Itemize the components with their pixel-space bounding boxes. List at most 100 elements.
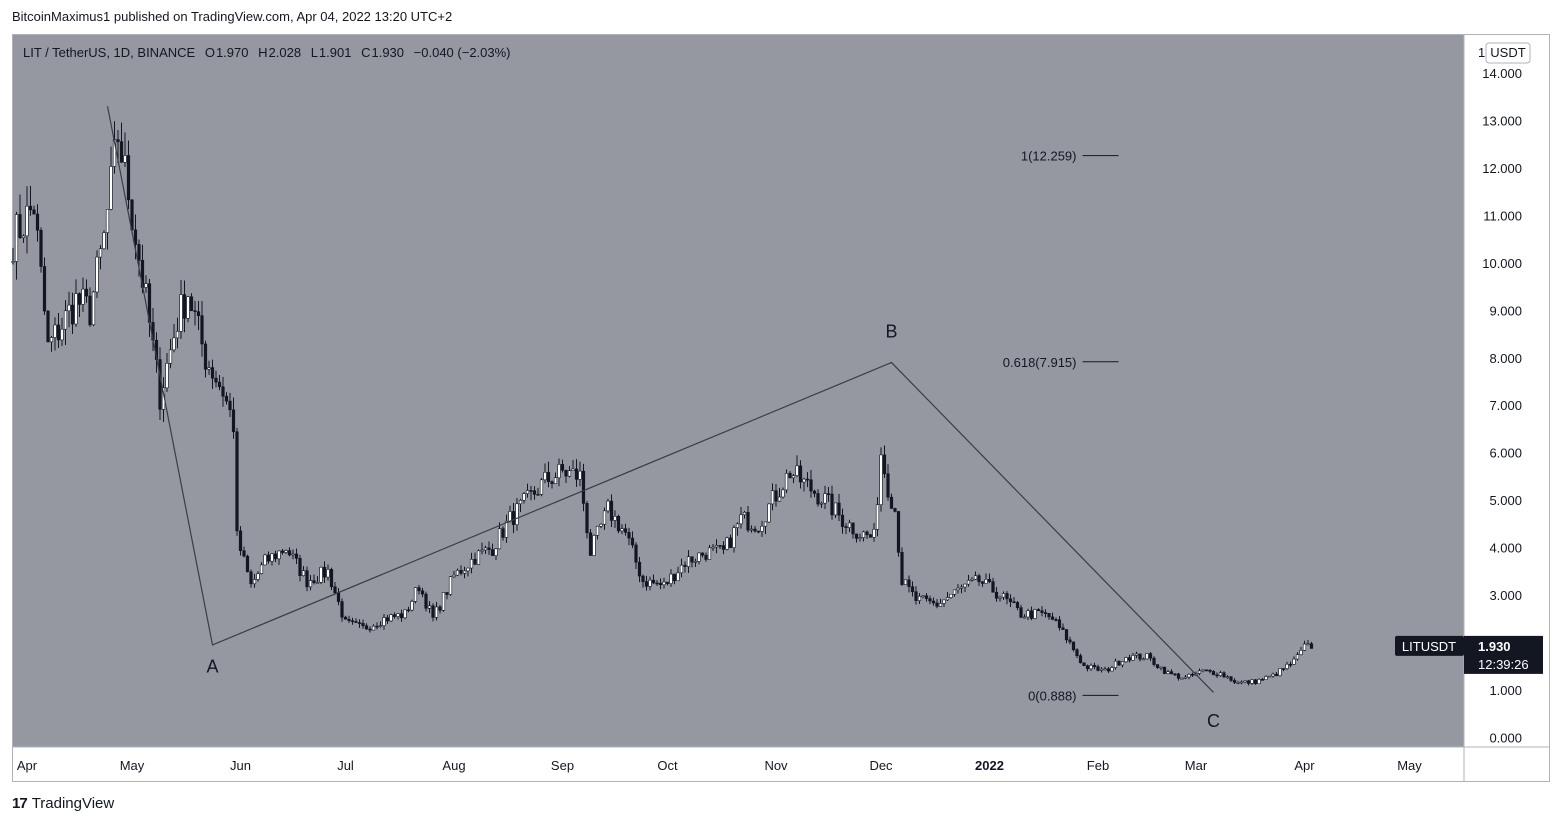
candle-body — [1264, 676, 1268, 681]
low-label: L — [310, 45, 318, 60]
candle-body — [137, 244, 141, 261]
candle-body — [788, 472, 792, 479]
tradingview-brand[interactable]: 17 TradingView — [12, 795, 114, 812]
candle-body — [567, 470, 572, 477]
candle-body — [455, 569, 460, 576]
candle-body — [263, 554, 267, 566]
candle-body — [928, 598, 932, 602]
fib-level-label: 0(0.888) — [1028, 688, 1076, 703]
candle-body — [742, 512, 747, 516]
candle-body — [1022, 616, 1027, 619]
candle-body — [942, 599, 946, 604]
last-price-tag[interactable]: LITUSDT 1.930 12:39:26 — [1395, 635, 1543, 674]
candle-body — [70, 304, 75, 325]
symbol-legend[interactable]: LIT / TetherUS, 1D, BINANCE O1.970 H2.02… — [23, 45, 511, 60]
candle-body — [903, 579, 908, 585]
candle-body — [266, 554, 271, 562]
currency-indicator[interactable]: 1 USDT — [1478, 42, 1531, 64]
candle-body — [1113, 660, 1118, 668]
candle-body — [1180, 677, 1184, 680]
price-axis[interactable] — [1464, 35, 1549, 747]
candle-body — [109, 166, 113, 210]
candle-body — [21, 235, 26, 238]
price-tick-label: 0.000 — [1489, 731, 1522, 746]
candle-body — [609, 500, 614, 521]
candle-body — [655, 582, 659, 585]
candle-body — [1253, 679, 1258, 685]
candle-body — [466, 567, 470, 572]
time-tick-label: Jul — [337, 758, 354, 773]
candle-body — [669, 573, 673, 584]
candle-body — [693, 561, 698, 563]
candle-body — [294, 553, 299, 559]
candle-body — [396, 613, 400, 617]
candle-body — [840, 514, 845, 527]
candle-body — [861, 531, 866, 538]
candle-body — [1148, 653, 1153, 659]
candle-body — [917, 595, 922, 601]
candle-body — [1190, 673, 1195, 676]
candle-body — [1285, 663, 1289, 669]
candle-body — [805, 478, 810, 481]
candle-body — [973, 575, 978, 580]
candle-body — [490, 549, 495, 556]
candle-body — [32, 209, 36, 215]
candle-body — [777, 496, 782, 502]
candle-body — [872, 528, 876, 538]
candle-body — [1260, 679, 1265, 681]
candle-body — [910, 586, 915, 593]
candle-body — [700, 552, 705, 556]
candle-body — [1211, 671, 1216, 676]
candle-body — [879, 454, 883, 505]
candle-body — [896, 511, 901, 553]
candle-body — [221, 386, 225, 397]
candle-body — [1040, 610, 1044, 613]
symbol-name: LIT / TetherUS, 1D, BINANCE — [23, 45, 196, 60]
price-tick-label: 4.000 — [1489, 541, 1522, 556]
currency-scale-1: 1 — [1478, 45, 1485, 60]
candle-body — [1036, 609, 1041, 612]
candle-body — [501, 528, 505, 538]
candle-body — [1302, 643, 1307, 651]
candle-body — [1029, 610, 1034, 619]
candle-body — [364, 625, 369, 630]
candle-body — [1099, 668, 1104, 671]
time-axis-labels: Apr May Jun Jul Aug Sep Oct Nov Dec 2022 Feb Mar Apr… — [17, 758, 1422, 773]
candle-body — [532, 490, 537, 495]
candle-body — [658, 582, 663, 586]
candle-body — [721, 545, 726, 550]
candle-body — [277, 550, 281, 560]
candle-body — [1295, 654, 1300, 660]
candle-body — [473, 558, 477, 565]
candle-body — [207, 367, 211, 370]
candle-body — [525, 490, 530, 494]
candle-body — [1288, 663, 1293, 666]
candle-body — [329, 569, 334, 588]
candle-body — [1145, 653, 1149, 660]
candle-body — [1183, 676, 1188, 679]
candle-body — [438, 606, 442, 611]
close-label: C — [361, 45, 371, 60]
candle-body — [914, 591, 918, 601]
candle-body — [53, 324, 57, 338]
candle-body — [1131, 655, 1135, 661]
candle-body — [270, 553, 274, 562]
abc-wave-drawing[interactable]: A B C — [106, 106, 1221, 731]
candle-body — [210, 367, 215, 379]
time-axis[interactable] — [13, 747, 1549, 781]
candle-body — [809, 479, 813, 492]
candle-body — [1064, 629, 1069, 641]
time-tick-label: May — [1397, 758, 1422, 773]
last-price-value: 1.930 — [1478, 639, 1511, 654]
price-tick-label: 10.000 — [1482, 256, 1522, 271]
candle-body — [812, 490, 817, 494]
wave-line[interactable] — [106, 106, 1214, 693]
candle-body — [816, 493, 820, 505]
candles-layer — [11, 121, 1314, 686]
fib-retracement[interactable]: 1(12.259) 0.618(7.915) 0(0.888) — [1003, 149, 1119, 704]
currency-badge[interactable] — [1485, 42, 1531, 64]
fib-level-label: 1(12.259) — [1021, 149, 1077, 164]
candle-body — [354, 621, 358, 623]
candle-body — [571, 468, 575, 472]
